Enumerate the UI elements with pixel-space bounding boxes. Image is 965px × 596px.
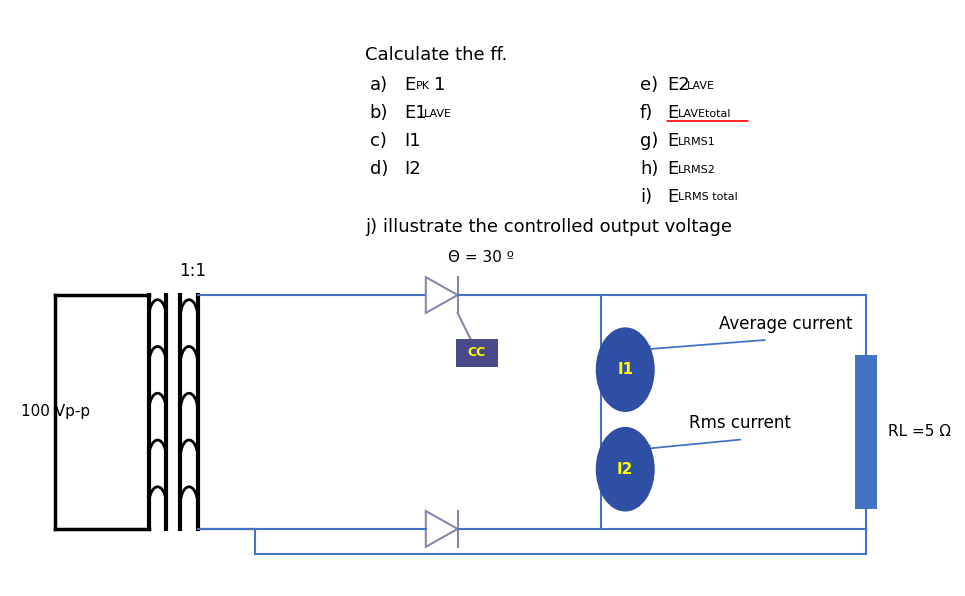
Text: 1: 1: [433, 76, 445, 94]
Text: E2: E2: [668, 76, 690, 94]
Text: LAVE: LAVE: [424, 109, 452, 119]
Text: E: E: [668, 132, 678, 150]
Text: j) illustrate the controlled output voltage: j) illustrate the controlled output volt…: [365, 218, 731, 237]
Text: i): i): [640, 188, 652, 206]
Ellipse shape: [595, 427, 654, 511]
Text: 1:1: 1:1: [179, 262, 207, 280]
Text: E: E: [404, 76, 416, 94]
Text: E: E: [668, 104, 678, 122]
Text: e): e): [640, 76, 658, 94]
Text: b): b): [370, 104, 388, 122]
Text: CC: CC: [468, 346, 486, 359]
Text: Θ = 30 º: Θ = 30 º: [449, 250, 514, 265]
Text: E: E: [668, 160, 678, 178]
Text: h): h): [640, 160, 658, 178]
Text: f): f): [640, 104, 653, 122]
Text: LRMS total: LRMS total: [678, 193, 738, 203]
Text: Rms current: Rms current: [689, 414, 791, 433]
Text: a): a): [370, 76, 388, 94]
Text: LAVE: LAVE: [687, 81, 715, 91]
Text: I1: I1: [404, 132, 421, 150]
Text: LAVEtotal: LAVEtotal: [678, 109, 731, 119]
Text: 100 Vp-p: 100 Vp-p: [21, 405, 90, 420]
Text: E: E: [668, 188, 678, 206]
Text: RL =5 Ω: RL =5 Ω: [888, 424, 951, 439]
Text: I2: I2: [617, 462, 633, 477]
Text: LRMS1: LRMS1: [678, 136, 716, 147]
Text: PK: PK: [416, 81, 430, 91]
Text: I2: I2: [404, 160, 421, 178]
Text: g): g): [640, 132, 658, 150]
Text: LRMS2: LRMS2: [678, 164, 716, 175]
Ellipse shape: [595, 327, 654, 412]
FancyBboxPatch shape: [855, 355, 877, 509]
Text: d): d): [370, 160, 388, 178]
FancyBboxPatch shape: [456, 339, 498, 367]
Text: Average current: Average current: [719, 315, 852, 333]
Text: E1: E1: [404, 104, 427, 122]
Text: c): c): [370, 132, 387, 150]
Text: Calculate the ff.: Calculate the ff.: [365, 46, 508, 64]
Text: I1: I1: [618, 362, 633, 377]
